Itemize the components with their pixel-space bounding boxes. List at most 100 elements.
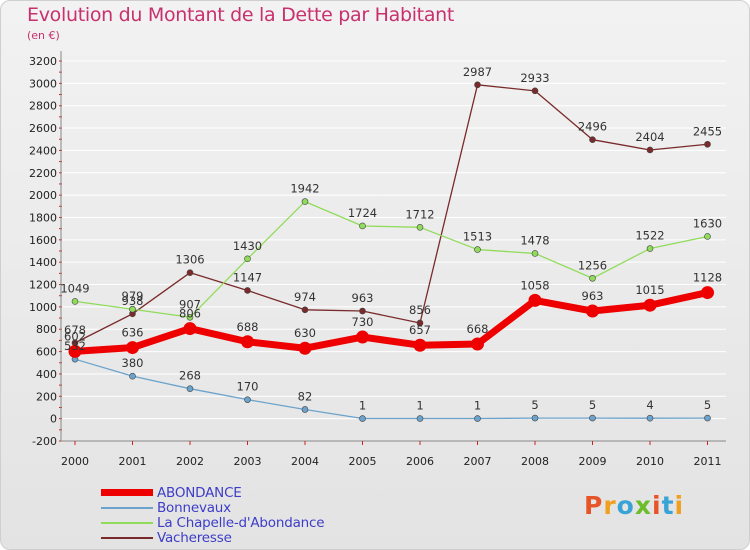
data-point — [244, 255, 251, 263]
y-tick-label: 200 — [36, 390, 57, 403]
data-label: 979 — [122, 289, 144, 303]
x-tick-labels: 2000 2001 2002 2003 2004 2005 2006 2007 2008 2009… — [61, 455, 722, 468]
data-label: 170 — [237, 380, 259, 394]
data-point — [186, 269, 194, 276]
legend-label: La Chapelle-d'Abondance — [157, 514, 325, 531]
x-tick-label: 2009 — [579, 455, 607, 468]
data-point — [701, 286, 714, 300]
legend: ABONDANCE Bonnevaux La Chapelle-d'Abondanc… — [101, 485, 325, 546]
data-point — [416, 224, 424, 231]
legend-item: ABONDANCE — [101, 485, 324, 501]
y-tick-label: 1800 — [29, 211, 57, 224]
data-label: 1 — [359, 399, 366, 413]
data-label: 2404 — [635, 130, 664, 144]
data-labels-layer: 678 938 1306 1147 974 963 856 2987 2933 2496 2404 2… — [60, 65, 722, 413]
data-point — [298, 341, 312, 355]
data-label: 907 — [179, 297, 201, 311]
data-label: 602 — [64, 329, 86, 343]
data-label: 1513 — [463, 230, 492, 244]
data-point — [531, 414, 539, 422]
data-label: 636 — [122, 326, 144, 340]
data-point — [589, 414, 596, 422]
data-label: 974 — [294, 290, 316, 304]
y-tick-label: 800 — [36, 323, 57, 336]
y-tick-label: -200 — [32, 435, 57, 448]
data-label: 730 — [352, 315, 374, 329]
data-point — [126, 341, 139, 355]
data-label: 1630 — [693, 216, 722, 230]
series-line-vacheresse — [74, 84, 708, 344]
data-point — [646, 414, 654, 422]
series-line-la-chapelle-d-abondance — [74, 200, 708, 318]
data-point — [186, 313, 194, 321]
x-tick-label: 2006 — [406, 455, 434, 468]
data-label: 1522 — [635, 229, 664, 243]
data-point — [241, 335, 254, 349]
chart-subtitle: (en €) — [27, 29, 60, 42]
legend-item: Bonnevaux — [101, 499, 324, 516]
data-label: 2933 — [520, 71, 549, 85]
data-point — [129, 372, 136, 380]
data-label: 1049 — [60, 281, 89, 295]
data-point — [71, 298, 79, 305]
data-point — [704, 233, 711, 240]
data-label: 806 — [179, 307, 201, 321]
data-label: 1015 — [635, 283, 664, 297]
data-point — [186, 385, 194, 392]
data-label: 657 — [409, 323, 431, 337]
data-label: 630 — [294, 326, 316, 340]
data-label: 82 — [298, 389, 313, 403]
data-label: 1478 — [520, 233, 549, 247]
series-line-bonnevaux — [74, 358, 708, 420]
y-tick-label: 2800 — [29, 100, 57, 113]
x-tick-label: 2002 — [176, 455, 204, 468]
data-point — [474, 246, 481, 253]
legend-swatch — [101, 521, 153, 524]
data-label: 678 — [64, 323, 86, 337]
data-point — [359, 222, 366, 230]
data-label: 668 — [467, 322, 489, 336]
x-tick-label: 2003 — [234, 455, 262, 468]
data-point — [301, 306, 309, 314]
x-tick-label: 2008 — [521, 455, 549, 468]
axes — [59, 51, 726, 445]
series-line-abondance — [74, 289, 709, 355]
data-point — [589, 136, 596, 143]
data-label: 1 — [474, 399, 481, 413]
data-label: 2496 — [578, 120, 607, 134]
legend-swatch — [101, 536, 153, 539]
x-tick-label: 2005 — [349, 455, 377, 468]
data-point — [129, 305, 136, 313]
data-label: 5 — [531, 398, 538, 412]
data-label: 963 — [582, 289, 604, 303]
data-point — [643, 298, 657, 312]
data-point — [413, 338, 427, 352]
data-label: 688 — [237, 320, 259, 334]
data-label: 963 — [352, 291, 374, 305]
data-point — [646, 146, 654, 154]
y-tick-label: 0 — [50, 413, 57, 426]
data-label: 1256 — [578, 258, 607, 272]
data-label: 5 — [589, 398, 596, 412]
data-point — [301, 406, 309, 413]
data-label: 938 — [122, 294, 144, 308]
data-point — [531, 87, 539, 95]
chart-title: Evolution du Montant de la Dette par Hab… — [27, 4, 455, 26]
y-tick-label: 400 — [36, 368, 57, 381]
data-label: 1430 — [233, 239, 262, 253]
proxiti-logo: Proxiti — [584, 491, 685, 520]
grid-lines — [61, 60, 726, 442]
data-point — [474, 415, 481, 422]
legend-label: Bonnevaux — [157, 499, 231, 516]
legend-swatch — [101, 506, 153, 509]
data-label: 532 — [64, 339, 86, 353]
data-label: 1147 — [233, 270, 262, 284]
data-label: 856 — [409, 303, 431, 317]
data-label: 1058 — [520, 278, 549, 292]
x-tick-label: 2000 — [61, 455, 89, 468]
data-label: 268 — [179, 369, 201, 383]
legend-swatch — [101, 489, 153, 496]
y-tick-label: 2000 — [29, 189, 57, 202]
